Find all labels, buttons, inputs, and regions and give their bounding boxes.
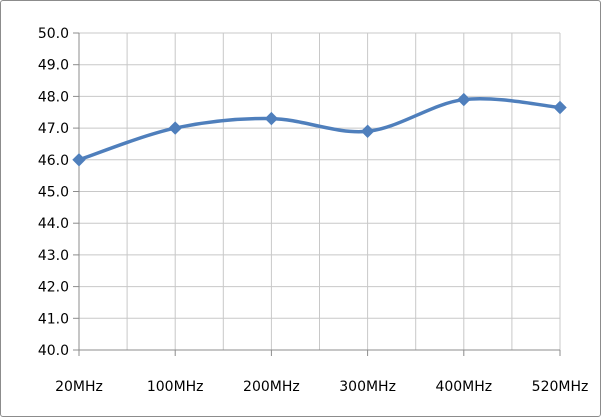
x-tick-label: 100MHz [147,379,204,395]
series-line [77,96,562,162]
data-point-marker [553,100,567,115]
x-tick-label: 520MHz [532,379,589,395]
series-layer [72,92,567,167]
y-tick-label: 45.0 [38,185,69,201]
x-tick-label: 300MHz [339,379,396,395]
x-tick-labels: 20MHz 100MHz 200MHz 300MHz 400MHz 520MHz [55,379,588,395]
y-tick-label: 41.0 [38,311,69,327]
y-tick-label: 47.0 [38,121,69,137]
x-tick-label: 20MHz [55,379,103,395]
gridlines [79,32,561,350]
y-tick-label: 42.0 [38,280,69,296]
y-tick-label: 48.0 [38,89,69,105]
data-point-marker [72,153,86,167]
y-tick-label: 40.0 [38,343,69,359]
y-tick-labels: 40.0 41.0 42.0 43.0 44.0 45.0 46.0 47.0 48.0 49.0… [38,26,69,359]
y-tick-label: 50.0 [38,26,69,42]
y-tick-label: 49.0 [38,58,69,74]
x-tick-label: 200MHz [243,379,300,395]
axes [73,32,561,356]
y-tick-label: 44.0 [38,216,69,232]
y-tick-label: 46.0 [38,153,69,169]
y-tick-label: 43.0 [38,248,69,264]
data-point-marker [168,121,182,135]
x-tick-label: 400MHz [435,379,492,395]
data-point-marker [457,92,471,107]
data-point-marker [360,124,375,138]
data-point-marker [264,111,279,126]
